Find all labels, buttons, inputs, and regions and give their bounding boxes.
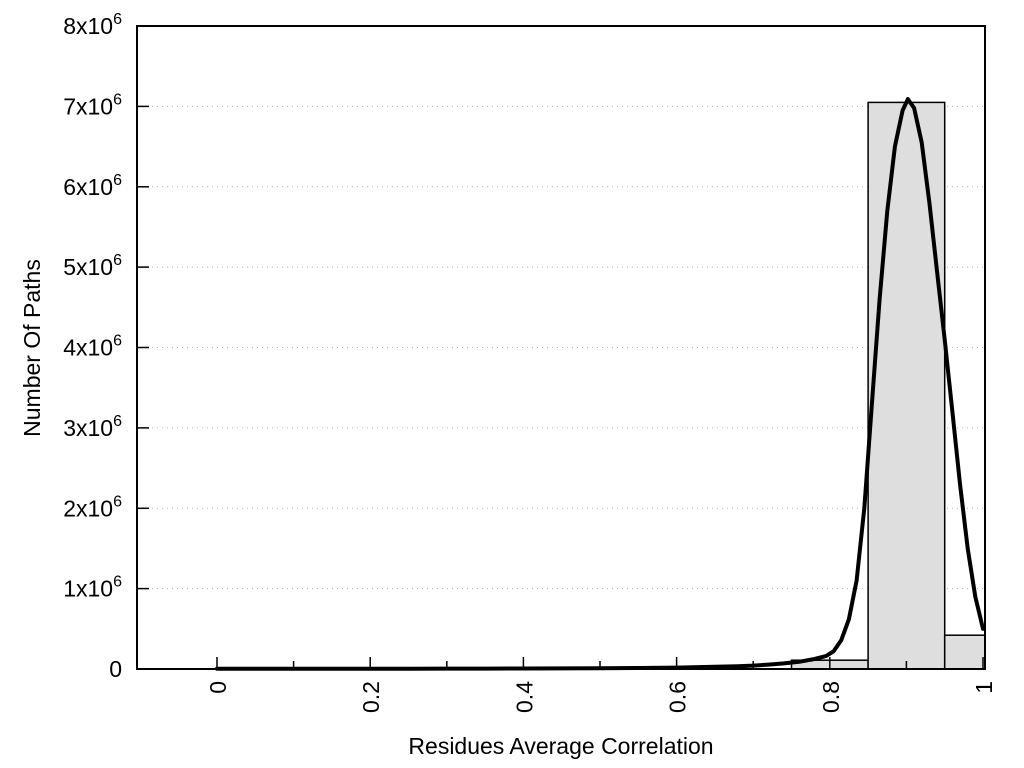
x-tick-label: 1 bbox=[971, 681, 997, 694]
x-tick-label: 0.6 bbox=[665, 681, 691, 713]
x-tick-label: 0.8 bbox=[818, 681, 844, 713]
y-tick-label: 0 bbox=[109, 656, 122, 682]
histogram-bars bbox=[790, 101, 985, 670]
y-axis-title: Number Of Paths bbox=[19, 259, 45, 437]
y-tick-label: 8x106 bbox=[63, 11, 122, 39]
histogram-bar bbox=[943, 634, 985, 670]
y-tick-label: 7x106 bbox=[63, 91, 122, 119]
x-tick-label: 0 bbox=[205, 681, 231, 694]
x-axis-title: Residues Average Correlation bbox=[408, 733, 713, 759]
x-tick-label: 0.4 bbox=[511, 681, 537, 713]
y-tick-label: 6x106 bbox=[63, 172, 122, 200]
y-tick-label: 1x106 bbox=[63, 574, 122, 602]
x-tick-label: 0.2 bbox=[358, 681, 384, 713]
axes: 0 1x106 2x106 3x106 4x106 5x106 6x106 7x106 8x10… bbox=[63, 11, 997, 713]
plot-border bbox=[136, 25, 986, 670]
y-tick-label: 2x106 bbox=[63, 493, 122, 521]
y-tick-label: 5x106 bbox=[63, 252, 122, 280]
y-tick-label: 4x106 bbox=[63, 333, 122, 361]
gridlines bbox=[152, 105, 984, 590]
y-tick-label: 3x106 bbox=[63, 413, 122, 441]
histogram-bar bbox=[867, 101, 946, 670]
